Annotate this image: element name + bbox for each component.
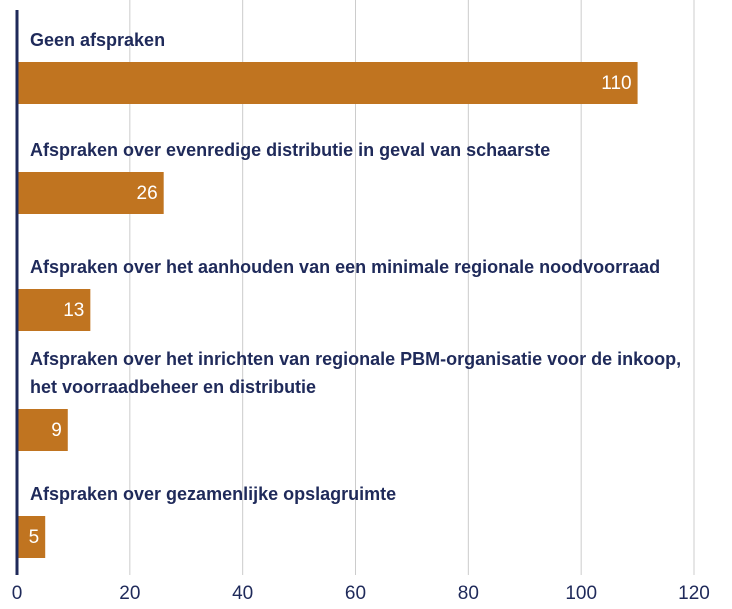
value-label: 5 bbox=[29, 527, 40, 548]
category-label: Afspraken over evenredige distributie in… bbox=[30, 140, 551, 160]
category-label: Afspraken over het inrichten van regiona… bbox=[30, 349, 682, 397]
category-label: Afspraken over gezamenlijke opslagruimte bbox=[30, 484, 397, 504]
bar bbox=[17, 409, 68, 451]
bar bbox=[17, 62, 638, 104]
bar bbox=[17, 172, 164, 214]
x-tick-label: 80 bbox=[458, 583, 479, 604]
value-label: 13 bbox=[63, 300, 84, 321]
x-tick-label: 20 bbox=[119, 583, 140, 604]
category-label: Afspraken over het aanhouden van een min… bbox=[30, 257, 661, 277]
x-tick-label: 120 bbox=[678, 583, 710, 604]
bar bbox=[17, 516, 46, 558]
value-label: 26 bbox=[137, 183, 158, 204]
x-tick-label: 40 bbox=[232, 583, 253, 604]
value-label: 110 bbox=[601, 73, 631, 94]
category-label: Geen afspraken bbox=[30, 30, 166, 50]
value-label: 9 bbox=[51, 420, 62, 441]
x-tick-label: 0 bbox=[12, 583, 23, 604]
x-tick-label: 100 bbox=[565, 583, 597, 604]
bar bbox=[17, 289, 91, 331]
x-tick-label: 60 bbox=[345, 583, 366, 604]
